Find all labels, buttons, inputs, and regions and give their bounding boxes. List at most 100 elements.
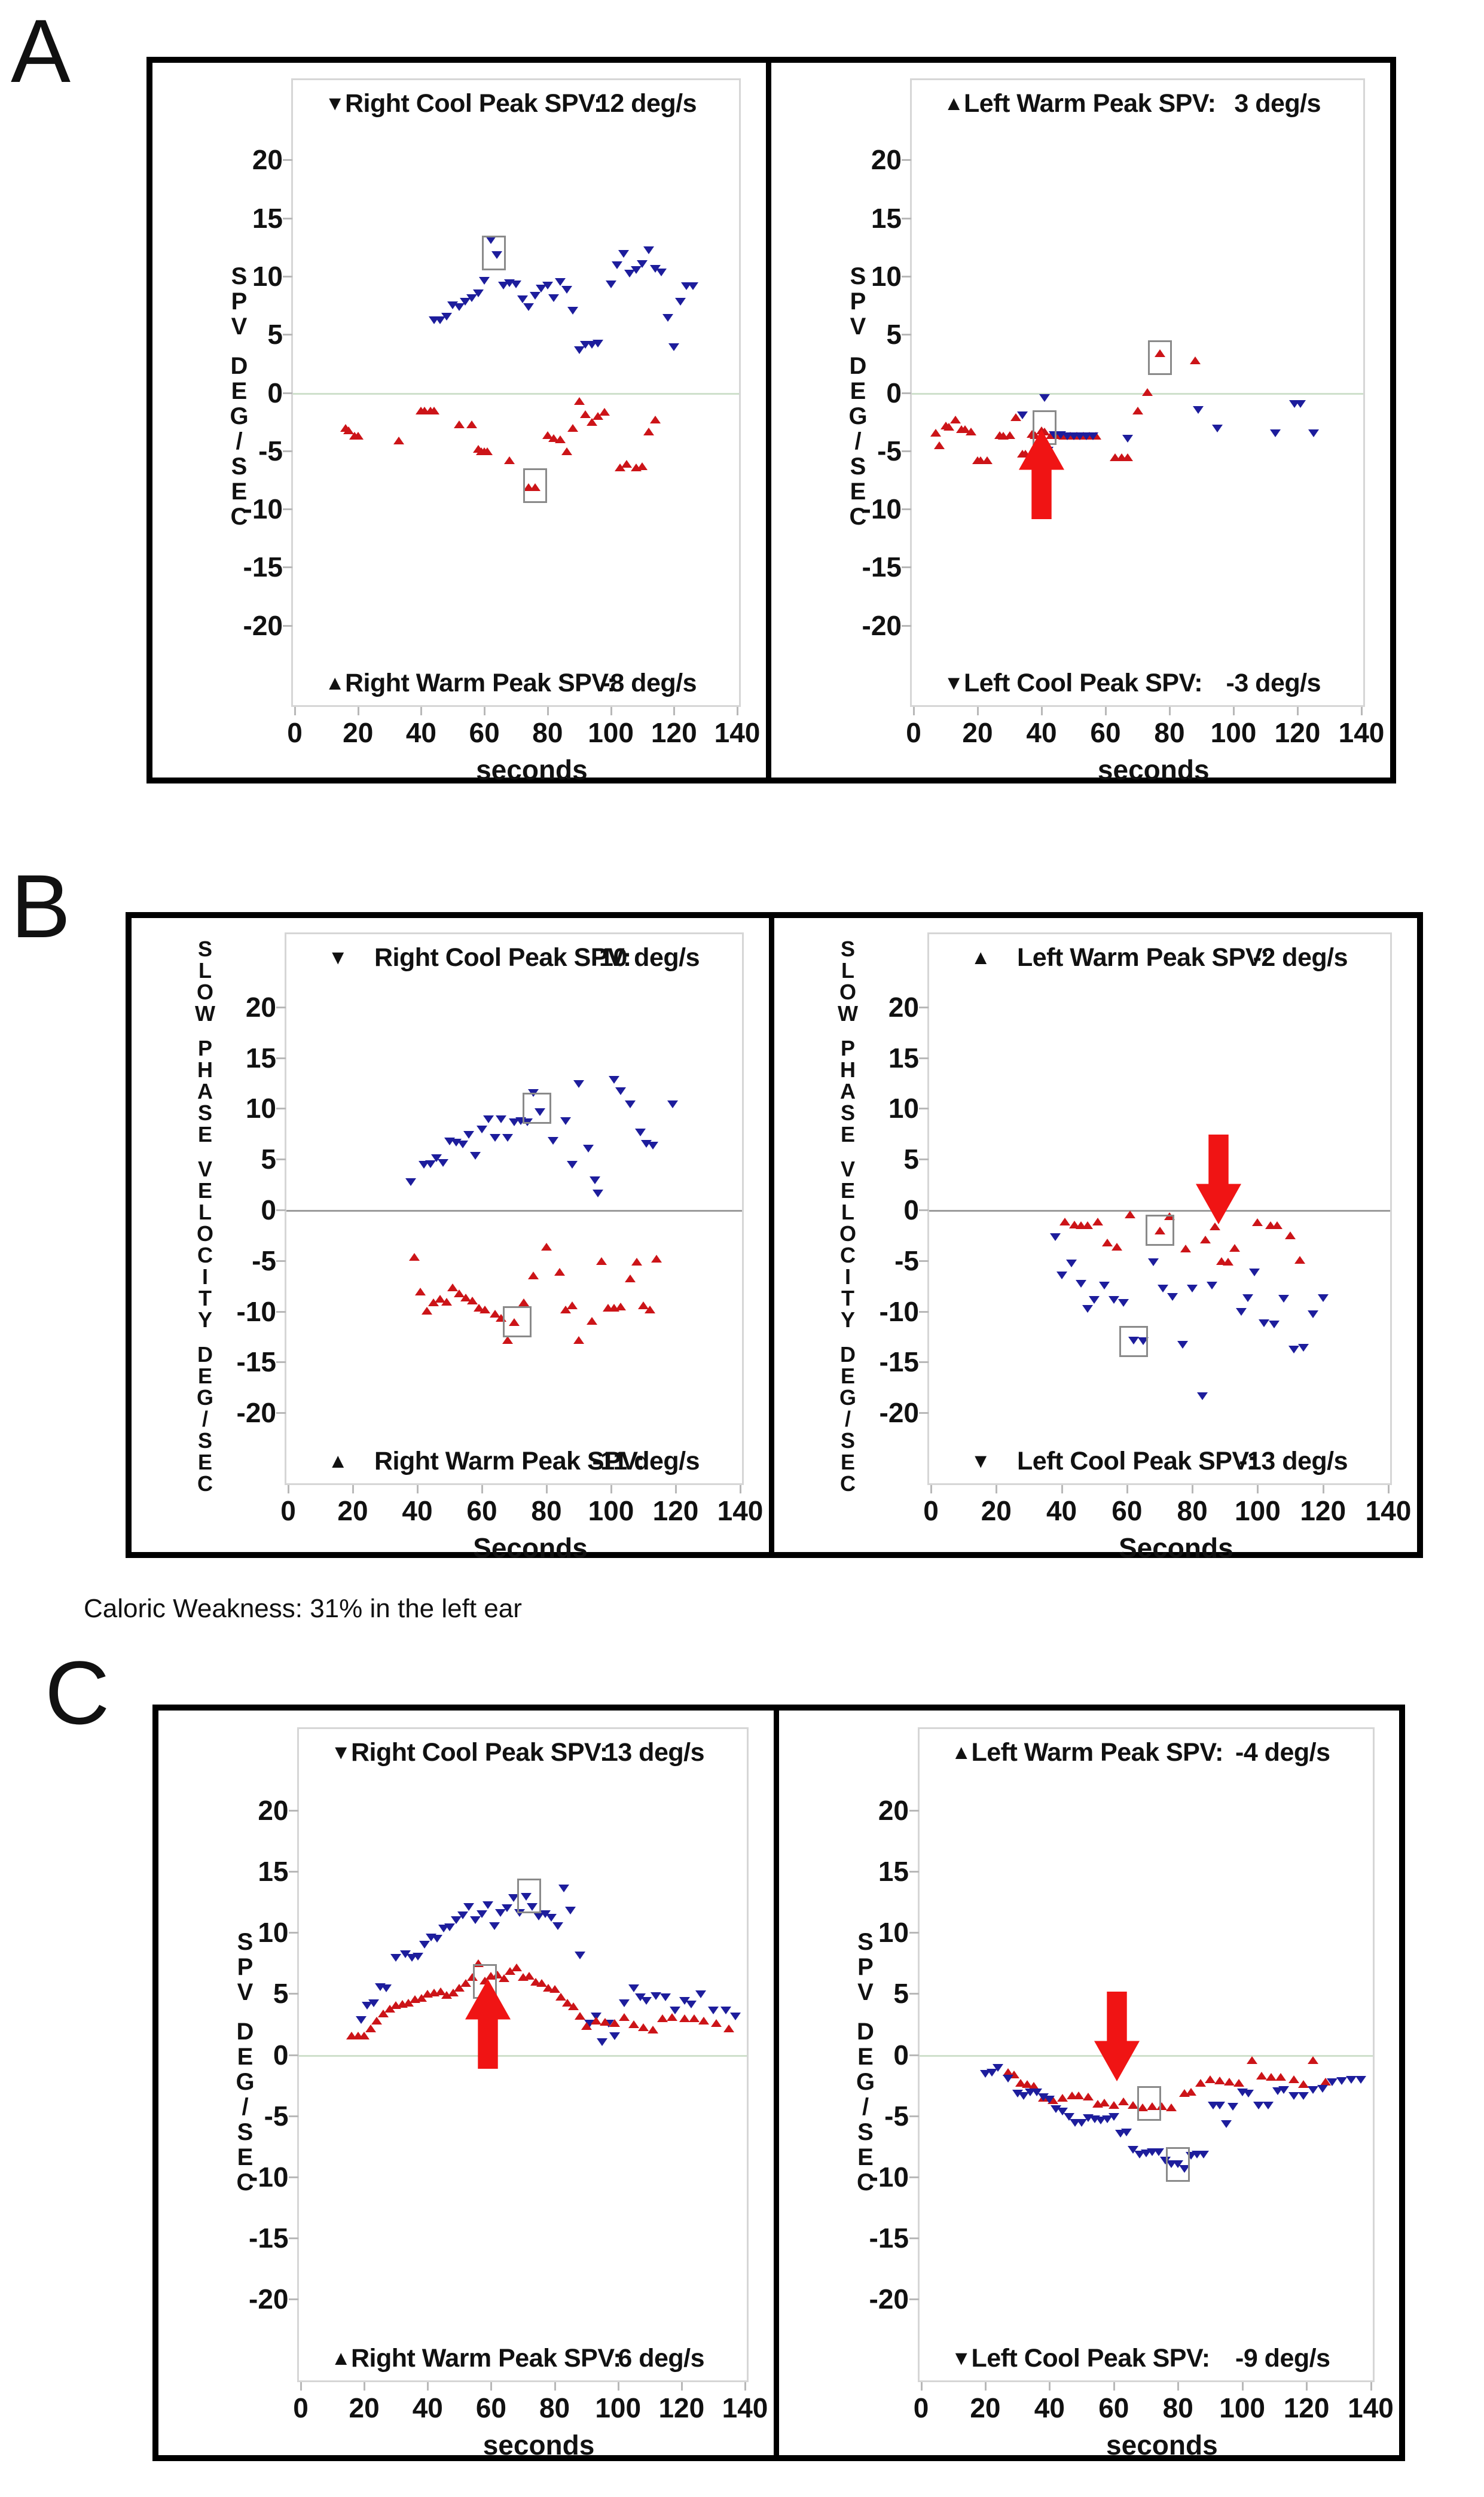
data-point bbox=[482, 447, 493, 455]
data-point bbox=[1082, 2092, 1094, 2100]
panel-a-left-plot[interactable]: ▼ Right Cool Peak SPV: 12 deg/s ▲ Right Warm… bbox=[152, 63, 771, 785]
panel-c-left-plot[interactable]: ▼ Right Cool Peak SPV: 13 deg/s ▲ Right Warm… bbox=[158, 1711, 779, 2461]
peak-marker-box bbox=[1147, 340, 1172, 376]
x-axis-tick-label: 100 bbox=[1235, 1495, 1281, 1526]
x-axis-tick-mark bbox=[675, 1485, 677, 1493]
data-point bbox=[1108, 2112, 1119, 2121]
x-axis-tick-mark bbox=[1297, 707, 1299, 715]
x-axis-tick-label: 80 bbox=[1154, 717, 1185, 748]
panel-b-left-plot[interactable]: ▼ Right Cool Peak SPV: 10 deg/s ▲ Right Warm… bbox=[132, 918, 774, 1563]
footer-value: -3 deg/s bbox=[1226, 668, 1321, 697]
data-point bbox=[586, 1316, 597, 1325]
x-axis-tick-mark bbox=[1370, 2382, 1372, 2391]
data-point bbox=[1278, 2086, 1290, 2094]
data-point bbox=[1089, 1295, 1100, 1304]
data-point bbox=[698, 2017, 709, 2025]
y-axis-tick-label: 15 bbox=[245, 1042, 276, 1074]
data-point bbox=[1082, 1221, 1094, 1230]
data-point bbox=[529, 483, 541, 492]
x-axis-title: seconds bbox=[1097, 754, 1210, 785]
x-axis-tick-mark bbox=[420, 707, 423, 715]
data-point bbox=[1177, 1340, 1188, 1349]
x-axis-tick-label: 80 bbox=[532, 717, 563, 748]
x-axis-tick-label: 120 bbox=[1283, 2392, 1330, 2423]
data-point bbox=[625, 1100, 636, 1108]
data-point bbox=[1156, 2102, 1168, 2111]
y-axis-tick-label: 10 bbox=[258, 1917, 289, 1949]
y-axis-tick-mark bbox=[283, 450, 292, 452]
data-point bbox=[660, 1993, 671, 2001]
x-axis-tick-label: 120 bbox=[1274, 717, 1321, 748]
data-point bbox=[612, 261, 623, 270]
y-axis-tick-mark bbox=[289, 2298, 298, 2300]
y-axis-tick-mark bbox=[919, 1158, 929, 1161]
zero-line bbox=[929, 1210, 1390, 1212]
x-axis-tick-mark bbox=[673, 707, 676, 715]
x-axis-tick-mark bbox=[740, 1485, 741, 1493]
data-point bbox=[628, 2020, 640, 2029]
data-point bbox=[393, 437, 405, 445]
x-axis-tick-mark bbox=[930, 1485, 932, 1493]
y-axis-tick-label: -15 bbox=[236, 1346, 276, 1378]
data-point bbox=[943, 422, 954, 431]
data-point bbox=[457, 1141, 468, 1149]
y-axis-tick-label: 20 bbox=[245, 991, 276, 1023]
panel-c-right-plot[interactable]: ▲ Left Warm Peak SPV: -4 deg/s ▼ Left Cool P… bbox=[779, 1711, 1400, 2461]
data-point bbox=[1125, 1210, 1136, 1218]
panel-a-right-plot[interactable]: ▲ Left Warm Peak SPV: 3 deg/s ▼ Left Cool Pe… bbox=[771, 63, 1390, 785]
header-label: Right Cool Peak SPV: bbox=[351, 1737, 608, 1767]
x-axis-tick-label: 20 bbox=[337, 1495, 368, 1526]
data-point bbox=[524, 1971, 535, 1980]
data-point bbox=[1236, 1308, 1247, 1316]
data-point bbox=[1253, 2102, 1264, 2110]
plot-header: ▼ Right Cool Peak SPV: 10 deg/s bbox=[285, 938, 744, 977]
y-axis-tick-label: -5 bbox=[894, 1245, 919, 1276]
header-value: 12 deg/s bbox=[596, 89, 697, 118]
x-axis-tick-mark bbox=[1105, 707, 1107, 715]
y-axis-tick-mark bbox=[283, 275, 292, 278]
data-point bbox=[609, 1075, 620, 1084]
header-value: 13 deg/s bbox=[603, 1737, 705, 1767]
panel-letter-a: A bbox=[11, 1, 71, 101]
data-point bbox=[1212, 424, 1223, 432]
y-axis-tick-label: -10 bbox=[243, 493, 283, 525]
data-point bbox=[1166, 2103, 1177, 2112]
data-point bbox=[596, 1257, 607, 1265]
data-point bbox=[529, 292, 541, 300]
y-axis-tick-label: 5 bbox=[903, 1144, 919, 1175]
data-point bbox=[1092, 1217, 1103, 1225]
data-point bbox=[405, 1178, 417, 1187]
y-axis-tick-mark bbox=[909, 2115, 919, 2117]
data-point bbox=[1198, 2150, 1210, 2158]
data-point bbox=[649, 416, 661, 424]
plot-header: ▼ Right Cool Peak SPV: 12 deg/s bbox=[291, 84, 741, 123]
annotation-arrow-icon bbox=[465, 1979, 511, 2069]
x-axis-tick-mark bbox=[1241, 2382, 1244, 2391]
data-point bbox=[483, 1115, 494, 1124]
data-point bbox=[1200, 1236, 1211, 1244]
data-point bbox=[1137, 2103, 1149, 2112]
y-axis-tick-label: 20 bbox=[888, 991, 919, 1023]
data-point bbox=[662, 313, 673, 322]
header-value: -4 deg/s bbox=[1235, 1737, 1330, 1767]
y-axis-tick-label: 15 bbox=[878, 1856, 909, 1888]
x-axis-tick-mark bbox=[546, 707, 549, 715]
data-point bbox=[711, 2019, 722, 2028]
x-axis-tick-mark bbox=[1388, 1485, 1390, 1493]
y-axis-tick-label: -5 bbox=[258, 435, 283, 467]
plot-header: ▼ Right Cool Peak SPV: 13 deg/s bbox=[297, 1733, 749, 1772]
data-point bbox=[651, 1255, 662, 1263]
data-point bbox=[1336, 2077, 1348, 2086]
data-point bbox=[644, 1306, 655, 1314]
y-axis-tick-mark bbox=[276, 1209, 286, 1211]
footer-label: Right Warm Peak SPV: bbox=[351, 2343, 621, 2373]
y-axis-tick-label: -20 bbox=[243, 609, 283, 641]
x-axis-tick-mark bbox=[1126, 1485, 1128, 1493]
y-axis-tick-label: -15 bbox=[249, 2222, 289, 2254]
header-marker-icon: ▼ bbox=[331, 1741, 351, 1764]
y-axis-tick-label: 5 bbox=[273, 1978, 289, 2010]
data-point bbox=[508, 1894, 519, 1903]
annotation-arrow-icon bbox=[1094, 1991, 1140, 2081]
x-axis-tick-mark bbox=[294, 707, 296, 715]
panel-b-right-plot[interactable]: ▲ Left Warm Peak SPV: -2 deg/s ▼ Left Cool P… bbox=[774, 918, 1417, 1563]
